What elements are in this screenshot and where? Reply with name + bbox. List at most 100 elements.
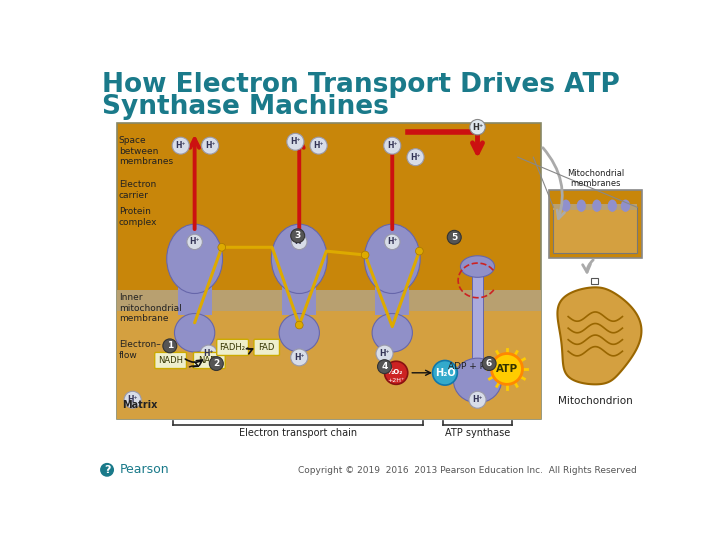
- Bar: [554, 204, 637, 211]
- Text: Electron transport chain: Electron transport chain: [239, 428, 357, 438]
- Circle shape: [295, 321, 303, 329]
- Text: ATP synthase: ATP synthase: [445, 428, 510, 438]
- Text: Mitochondrial
membranes: Mitochondrial membranes: [567, 168, 624, 188]
- Text: 6: 6: [486, 359, 492, 368]
- Text: H⁺: H⁺: [176, 141, 186, 150]
- Text: NADH: NADH: [158, 356, 183, 365]
- Text: How Electron Transport Drives ATP: How Electron Transport Drives ATP: [102, 72, 619, 98]
- Text: H⁺: H⁺: [290, 137, 301, 146]
- Ellipse shape: [279, 314, 320, 352]
- Bar: [117, 123, 541, 419]
- FancyArrowPatch shape: [246, 348, 253, 354]
- FancyArrowPatch shape: [543, 148, 564, 219]
- Text: 4: 4: [382, 362, 387, 371]
- Circle shape: [384, 137, 401, 154]
- Text: H⁺: H⁺: [294, 238, 305, 246]
- Text: H⁺: H⁺: [313, 141, 324, 150]
- Text: H⁺: H⁺: [127, 395, 138, 404]
- Ellipse shape: [364, 224, 420, 294]
- Text: ADP + P: ADP + P: [448, 362, 485, 371]
- Text: 2: 2: [213, 359, 220, 368]
- Bar: [554, 207, 637, 253]
- Circle shape: [291, 229, 305, 242]
- FancyBboxPatch shape: [217, 339, 248, 355]
- Circle shape: [415, 247, 423, 255]
- Text: H⁺: H⁺: [472, 123, 483, 132]
- Text: H₂O: H₂O: [435, 368, 455, 378]
- Bar: [549, 190, 642, 258]
- Circle shape: [407, 148, 424, 166]
- Circle shape: [200, 345, 217, 362]
- Text: Synthase Machines: Synthase Machines: [102, 94, 389, 120]
- FancyBboxPatch shape: [254, 339, 279, 355]
- Text: H⁺: H⁺: [472, 395, 482, 404]
- Circle shape: [447, 231, 462, 244]
- Circle shape: [172, 137, 189, 154]
- Text: NAD⁺: NAD⁺: [198, 356, 221, 365]
- Circle shape: [124, 392, 141, 408]
- Text: ?: ?: [104, 465, 110, 475]
- Ellipse shape: [577, 200, 586, 212]
- Text: Pearson: Pearson: [120, 463, 169, 476]
- Ellipse shape: [608, 200, 617, 212]
- Circle shape: [187, 234, 202, 249]
- Text: ½O₂: ½O₂: [387, 369, 402, 375]
- FancyArrowPatch shape: [185, 359, 202, 366]
- Bar: [472, 267, 483, 396]
- Circle shape: [384, 234, 400, 249]
- Polygon shape: [557, 287, 642, 384]
- Circle shape: [433, 361, 457, 385]
- Circle shape: [376, 345, 393, 362]
- FancyArrowPatch shape: [189, 362, 199, 367]
- FancyArrowPatch shape: [582, 260, 593, 272]
- Circle shape: [202, 137, 219, 154]
- Text: Matrix: Matrix: [122, 400, 158, 410]
- Circle shape: [210, 356, 223, 370]
- Circle shape: [163, 339, 177, 353]
- Text: Protein
complex: Protein complex: [119, 207, 157, 227]
- Text: H⁺: H⁺: [387, 238, 397, 246]
- Circle shape: [292, 234, 307, 249]
- Circle shape: [469, 392, 486, 408]
- Circle shape: [469, 119, 485, 135]
- Text: 1: 1: [167, 341, 173, 350]
- Circle shape: [377, 360, 392, 374]
- Text: H⁺: H⁺: [189, 238, 200, 246]
- Circle shape: [482, 356, 496, 370]
- Ellipse shape: [454, 358, 502, 403]
- Ellipse shape: [621, 200, 630, 212]
- Ellipse shape: [174, 314, 215, 352]
- Circle shape: [218, 244, 225, 251]
- Bar: [117, 311, 541, 419]
- Circle shape: [310, 137, 327, 154]
- Text: 3: 3: [294, 231, 301, 240]
- Circle shape: [384, 361, 408, 384]
- FancyBboxPatch shape: [194, 353, 225, 369]
- Circle shape: [100, 463, 114, 477]
- Text: H⁺: H⁺: [205, 141, 215, 150]
- Text: Space
between
membranes: Space between membranes: [119, 137, 173, 166]
- Text: H⁺: H⁺: [410, 153, 420, 161]
- Bar: [178, 286, 212, 315]
- Text: FAD: FAD: [258, 343, 275, 352]
- Text: Electron
carrier: Electron carrier: [119, 180, 156, 200]
- Circle shape: [291, 349, 307, 366]
- Text: H⁺: H⁺: [387, 141, 397, 150]
- Bar: [117, 289, 541, 311]
- Text: Electron–
flow: Electron– flow: [119, 340, 161, 360]
- Circle shape: [361, 251, 369, 259]
- Bar: [591, 278, 598, 284]
- Text: Inner
mitochondrial
membrane: Inner mitochondrial membrane: [119, 294, 181, 323]
- Text: 5: 5: [451, 233, 457, 242]
- Ellipse shape: [461, 256, 495, 278]
- Ellipse shape: [561, 200, 570, 212]
- Ellipse shape: [372, 314, 413, 352]
- Text: H⁺: H⁺: [294, 353, 305, 362]
- FancyBboxPatch shape: [155, 353, 186, 369]
- Text: Mitochondrion: Mitochondrion: [558, 396, 633, 406]
- Text: H⁺: H⁺: [379, 349, 390, 358]
- Text: +2H⁺: +2H⁺: [387, 378, 405, 383]
- Text: H⁺: H⁺: [203, 349, 214, 358]
- Ellipse shape: [271, 224, 327, 294]
- Bar: [282, 286, 316, 315]
